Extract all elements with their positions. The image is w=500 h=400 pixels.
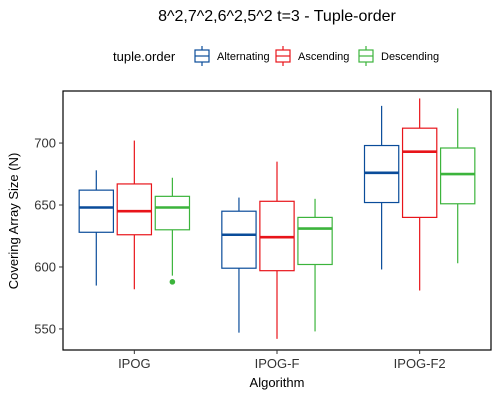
box-ipog-alternating bbox=[78, 170, 115, 286]
y-axis: 550 600 650 700 bbox=[34, 136, 63, 336]
y-tick-label: 650 bbox=[34, 198, 56, 213]
box-ipog-f2-ascending bbox=[401, 98, 438, 291]
box-iqr bbox=[297, 216, 333, 266]
boxes-layer bbox=[78, 98, 476, 339]
box-iqr bbox=[154, 195, 191, 231]
box-iqr bbox=[221, 210, 257, 269]
chart-title: 8^2,7^2,6^2,5^2 t=3 - Tuple-order bbox=[158, 8, 396, 25]
y-tick-label: 600 bbox=[34, 259, 56, 274]
box-iqr bbox=[78, 189, 115, 233]
y-tick-label: 550 bbox=[34, 321, 56, 336]
legend-title: tuple.order bbox=[113, 49, 176, 64]
box-ipog-descending bbox=[154, 177, 191, 285]
legend-label: Alternating bbox=[217, 51, 270, 63]
box-iqr bbox=[439, 147, 476, 205]
box-iqr bbox=[116, 183, 153, 236]
x-axis-title: Algorithm bbox=[250, 375, 305, 390]
x-tick-label: IPOG bbox=[118, 356, 151, 371]
y-tick-label: 700 bbox=[34, 136, 56, 151]
box-ipog-ascending bbox=[116, 140, 153, 290]
box-ipog-f-alternating bbox=[221, 197, 257, 333]
legend-item-descending: Descending bbox=[358, 46, 439, 66]
box-ipog-f-ascending bbox=[259, 161, 295, 339]
legend-item-ascending: Ascending bbox=[275, 46, 349, 66]
x-axis: IPOG IPOG-F IPOG-F2 bbox=[118, 350, 446, 371]
box-ipog-f2-descending bbox=[439, 108, 476, 264]
x-tick-label: IPOG-F2 bbox=[394, 356, 446, 371]
legend-item-alternating: Alternating bbox=[194, 46, 270, 66]
y-axis-title: Covering Array Size (N) bbox=[6, 153, 21, 290]
legend-label: Ascending bbox=[298, 51, 349, 63]
outlier-point bbox=[169, 279, 176, 285]
legend-label: Descending bbox=[381, 51, 439, 63]
legend: tuple.order Alternating Ascending Descendi… bbox=[113, 46, 439, 66]
box-ipog-f-descending bbox=[297, 198, 333, 332]
x-tick-label: IPOG-F bbox=[255, 356, 300, 371]
box-iqr bbox=[401, 127, 438, 219]
box-ipog-f2-alternating bbox=[363, 105, 400, 270]
